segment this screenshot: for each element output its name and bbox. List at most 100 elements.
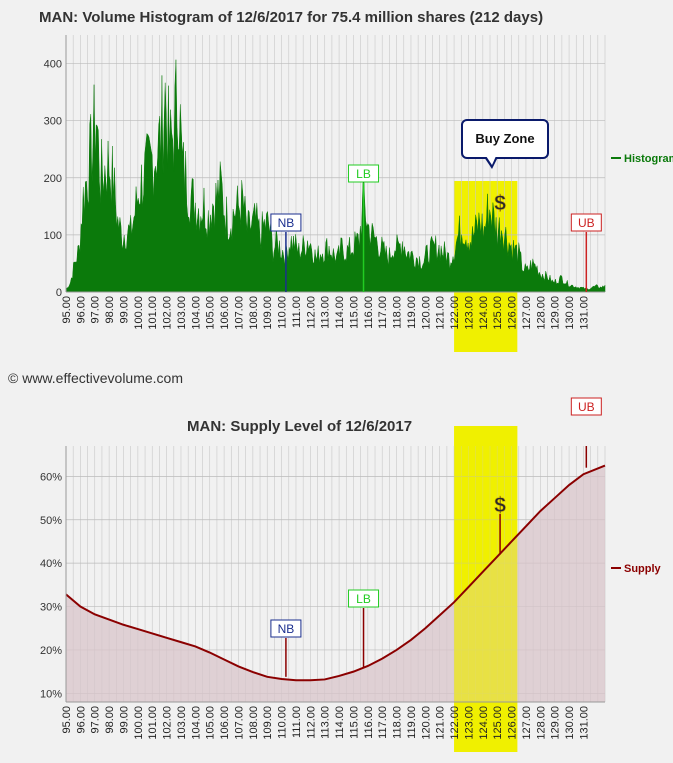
marker-label-ub: UB <box>578 216 595 230</box>
x-tick-label: 98.00 <box>104 296 116 324</box>
legend-label: Supply <box>624 563 662 575</box>
marker-box-ub <box>570 397 602 416</box>
y-tick-label: 60% <box>40 471 62 483</box>
x-tick-label: 102.00 <box>162 296 174 330</box>
x-tick-label: 109.00 <box>262 296 274 330</box>
marker-box-ub <box>570 213 602 232</box>
x-tick-label: 117.00 <box>377 296 389 329</box>
x-tick-label: 106.00 <box>219 296 231 330</box>
x-tick-label: 114.00 <box>334 706 346 739</box>
histogram-title: MAN: Volume Histogram of 12/6/2017 for 7… <box>39 9 544 26</box>
x-tick-label: 120.00 <box>420 296 432 330</box>
legend-label: Histogram <box>624 153 673 165</box>
y-tick-label: 10% <box>40 688 62 700</box>
dollar-marker: $ <box>494 494 506 517</box>
buy-zone-callout-tail-inner <box>486 156 496 165</box>
x-tick-label: 105.00 <box>205 706 217 740</box>
x-tick-label: 115.00 <box>348 706 360 739</box>
x-tick-label: 104.00 <box>190 296 202 330</box>
marker-label-nb: NB <box>278 622 295 636</box>
copyright-text: © www.effectivevolume.com <box>8 370 184 386</box>
x-tick-label: 97.00 <box>90 706 102 734</box>
histogram-series <box>65 59 606 293</box>
x-tick-label: 117.00 <box>377 706 389 739</box>
x-tick-label: 130.00 <box>564 706 576 740</box>
x-tick-label: 131.00 <box>578 706 590 740</box>
x-tick-label: 98.00 <box>104 706 116 734</box>
x-tick-label: 112.00 <box>305 296 317 329</box>
x-tick-label: 104.00 <box>190 706 202 740</box>
x-tick-label: 103.00 <box>176 296 188 330</box>
x-tick-label: 113.00 <box>320 706 332 739</box>
x-tick-label: 101.00 <box>147 706 159 740</box>
y-tick-label: 20% <box>40 645 62 657</box>
x-tick-label: 103.00 <box>176 706 188 740</box>
x-tick-label: 126.00 <box>507 706 519 740</box>
x-tick-label: 129.00 <box>550 296 562 330</box>
x-tick-label: 116.00 <box>363 706 375 739</box>
x-tick-label: 111.00 <box>291 706 303 738</box>
x-tick-label: 127.00 <box>521 296 533 330</box>
y-tick-label: 300 <box>44 116 62 128</box>
x-tick-label: 120.00 <box>420 706 432 740</box>
x-tick-label: 100.00 <box>133 706 145 740</box>
x-tick-label: 95.00 <box>61 706 73 734</box>
x-tick-label: 95.00 <box>61 296 73 324</box>
x-tick-label: 124.00 <box>478 706 490 740</box>
x-tick-label: 125.00 <box>492 296 504 330</box>
marker-box-nb <box>270 619 302 638</box>
x-tick-label: 111.00 <box>291 296 303 328</box>
x-tick-label: 121.00 <box>435 296 447 330</box>
y-tick-label: 400 <box>44 59 62 71</box>
marker-label-lb: LB <box>356 592 371 606</box>
y-tick-label: 100 <box>44 230 62 242</box>
y-tick-label: 40% <box>40 558 62 570</box>
x-tick-label: 115.00 <box>348 296 360 329</box>
x-tick-label: 96.00 <box>75 706 87 734</box>
x-tick-label: 118.00 <box>392 296 404 329</box>
x-tick-label: 106.00 <box>219 706 231 740</box>
dollar-marker: $ <box>494 192 506 215</box>
x-tick-label: 101.00 <box>147 296 159 330</box>
buy-zone-overlay <box>454 426 518 752</box>
x-tick-label: 123.00 <box>463 296 475 330</box>
x-tick-label: 125.00 <box>492 706 504 740</box>
x-tick-label: 119.00 <box>406 706 418 739</box>
x-tick-label: 100.00 <box>133 296 145 330</box>
y-tick-label: 50% <box>40 515 62 527</box>
x-tick-label: 130.00 <box>564 296 576 330</box>
x-tick-label: 112.00 <box>305 706 317 739</box>
supply-line <box>65 464 606 682</box>
supply-title: MAN: Supply Level of 12/6/2017 <box>187 418 413 435</box>
x-tick-label: 126.00 <box>507 296 519 330</box>
marker-box-nb <box>270 213 302 232</box>
marker-label-lb: LB <box>356 167 371 181</box>
x-tick-label: 99.00 <box>118 296 130 324</box>
x-tick-label: 97.00 <box>90 296 102 324</box>
x-tick-label: 122.00 <box>449 296 461 330</box>
x-tick-label: 123.00 <box>463 706 475 740</box>
x-tick-label: 96.00 <box>75 296 87 324</box>
x-tick-label: 99.00 <box>118 706 130 734</box>
x-tick-label: 131.00 <box>578 296 590 330</box>
x-tick-label: 118.00 <box>392 706 404 739</box>
x-tick-label: 114.00 <box>334 296 346 329</box>
buy-zone-callout: Buy Zone <box>461 119 549 159</box>
x-tick-label: 127.00 <box>521 706 533 740</box>
x-tick-label: 128.00 <box>535 296 547 330</box>
x-tick-label: 129.00 <box>550 706 562 740</box>
x-tick-label: 110.00 <box>277 296 289 329</box>
marker-box-lb <box>348 589 380 608</box>
x-tick-label: 122.00 <box>449 706 461 740</box>
x-tick-label: 108.00 <box>248 706 260 740</box>
x-tick-label: 119.00 <box>406 296 418 329</box>
x-tick-label: 124.00 <box>478 296 490 330</box>
x-tick-label: 107.00 <box>233 296 245 330</box>
y-tick-label: 30% <box>40 602 62 614</box>
y-tick-label: 200 <box>44 173 62 185</box>
marker-label-nb: NB <box>278 216 295 230</box>
x-tick-label: 102.00 <box>162 706 174 740</box>
x-tick-label: 128.00 <box>535 706 547 740</box>
